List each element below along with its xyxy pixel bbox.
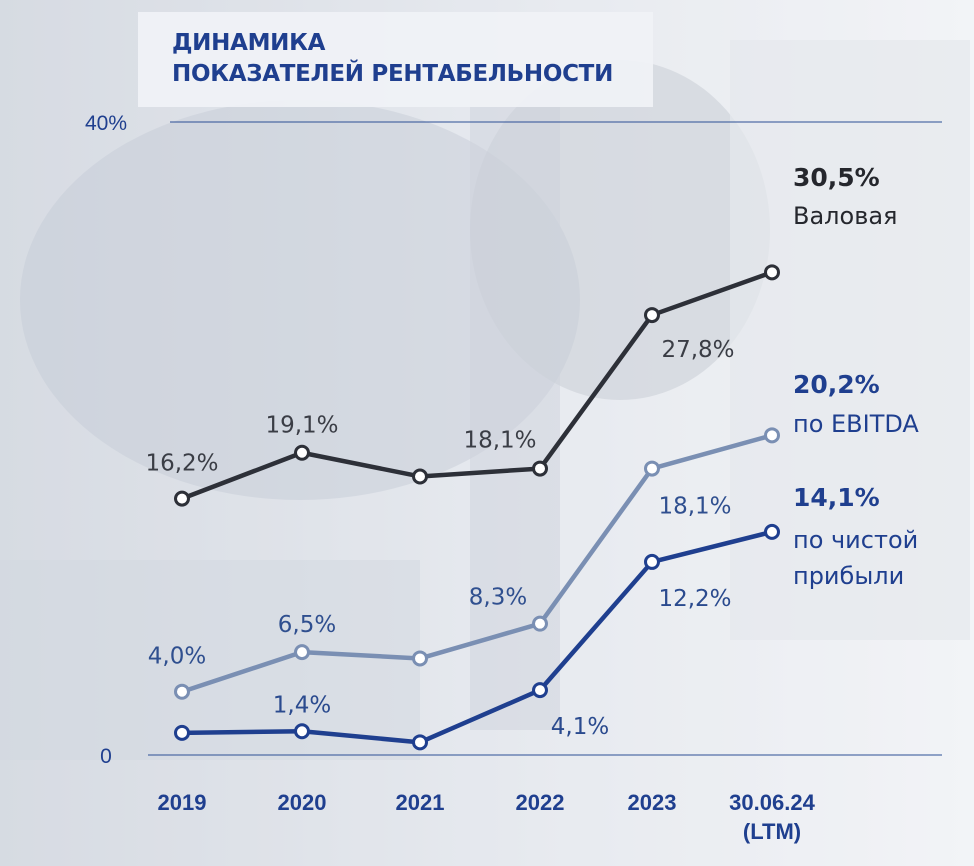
title-line-1: ДИНАМИКА bbox=[172, 30, 326, 56]
data-point bbox=[174, 683, 190, 700]
series-1: 16,2% 19,1% 18,1% 27,8% 30,5% Валовая bbox=[145, 163, 897, 507]
series-line bbox=[181, 270, 773, 501]
chart-title: ДИНАМИКА ПОКАЗАТЕЛЕЙ РЕНТАБЕЛЬНОСТИ bbox=[172, 28, 613, 90]
x-tick-label: 2020 bbox=[278, 790, 327, 815]
axis-labels: 40% 0 2019 2020 2021 2022 2023 30.06.24 (LTM) bbox=[85, 112, 816, 844]
series-name-label: по EBITDA bbox=[793, 410, 919, 438]
series-name-label: по чистой bbox=[793, 526, 918, 554]
x-tick-label: 2022 bbox=[516, 790, 565, 815]
series-value-label: 30,5% bbox=[793, 163, 880, 192]
data-label: 27,8% bbox=[661, 337, 734, 363]
x-tick-label: 2023 bbox=[628, 790, 677, 815]
data-point bbox=[764, 523, 780, 540]
grid-lines bbox=[148, 121, 942, 756]
data-point bbox=[294, 644, 310, 661]
x-tick-label: 30.06.24 (LTM) bbox=[729, 790, 815, 844]
data-label: 4,0% bbox=[148, 644, 206, 670]
series-layer: 16,2% 19,1% 18,1% 27,8% 30,5% Валовая 4,0% 6,5%… bbox=[145, 163, 919, 751]
data-label: 4,1% bbox=[551, 714, 609, 740]
data-label: 1,4% bbox=[273, 692, 331, 718]
series-value-label: 20,2% bbox=[793, 370, 880, 399]
data-point bbox=[412, 734, 428, 751]
y-tick-label: 40% bbox=[85, 112, 127, 135]
data-point bbox=[412, 650, 428, 667]
x-tick-label: 2019 bbox=[158, 790, 207, 815]
data-point bbox=[532, 615, 548, 632]
data-point bbox=[644, 307, 660, 324]
series-name-label: Валовая bbox=[793, 202, 897, 230]
series-line bbox=[181, 433, 773, 694]
data-point bbox=[174, 724, 190, 741]
title-line-2: ПОКАЗАТЕЛЕЙ РЕНТАБЕЛЬНОСТИ bbox=[172, 61, 614, 87]
data-point bbox=[644, 553, 660, 570]
data-point bbox=[532, 682, 548, 699]
data-label: 12,2% bbox=[658, 586, 731, 612]
data-point bbox=[644, 460, 660, 477]
title-box: ДИНАМИКА ПОКАЗАТЕЛЕЙ РЕНТАБЕЛЬНОСТИ bbox=[138, 12, 653, 107]
data-label: 8,3% bbox=[469, 585, 527, 611]
data-point bbox=[532, 460, 548, 477]
data-label: 19,1% bbox=[265, 413, 338, 439]
data-label: 18,1% bbox=[463, 428, 536, 454]
data-point bbox=[764, 427, 780, 444]
series-2: 4,0% 6,5% 8,3% 18,1% 20,2% по EBITDA bbox=[148, 370, 919, 700]
x-tick-label: 2021 bbox=[396, 790, 445, 815]
data-point bbox=[412, 468, 428, 485]
y-tick-label: 0 bbox=[100, 745, 112, 768]
series-line bbox=[181, 529, 773, 745]
data-point bbox=[294, 723, 310, 740]
data-point bbox=[174, 490, 190, 507]
data-label: 6,5% bbox=[278, 612, 336, 638]
data-label: 18,1% bbox=[658, 494, 731, 520]
data-point bbox=[294, 444, 310, 461]
data-label: 16,2% bbox=[145, 451, 218, 477]
series-value-label: 14,1% bbox=[793, 483, 880, 512]
data-point bbox=[764, 264, 780, 281]
series-3: 1,4% 4,1% 12,2% 14,1% по чистой прибыли bbox=[174, 483, 918, 751]
series-name-label: прибыли bbox=[793, 562, 904, 590]
